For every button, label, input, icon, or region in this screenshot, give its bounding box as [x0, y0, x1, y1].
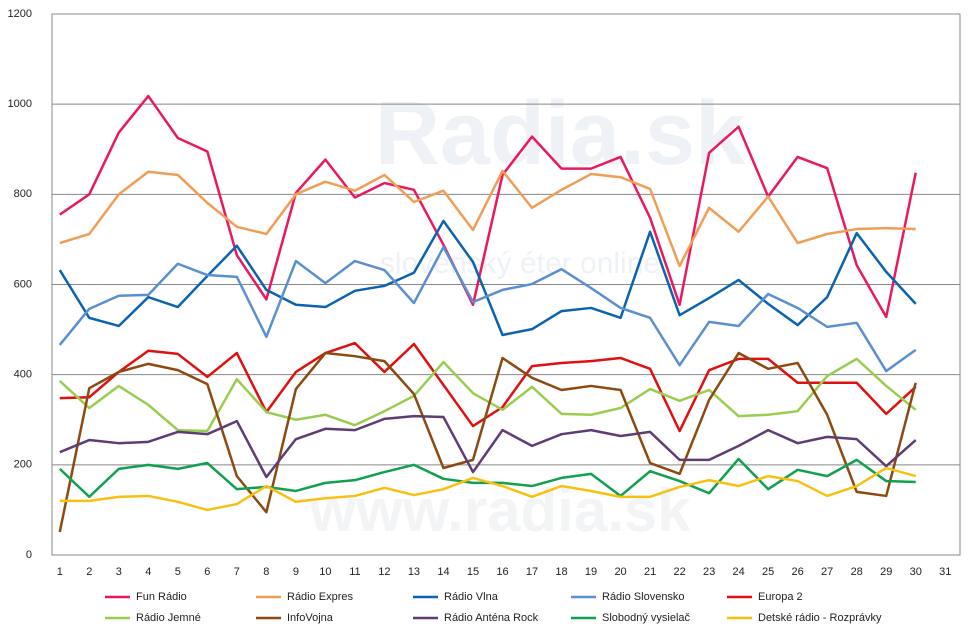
- x-tick-label: 31: [939, 566, 951, 578]
- x-tick-label: 26: [792, 566, 804, 578]
- y-tick-label: 600: [14, 278, 32, 290]
- series-line: [58, 219, 917, 337]
- series-line: [58, 357, 917, 433]
- y-tick-label: 400: [14, 369, 32, 381]
- legend-label: Rádio Anténa Rock: [444, 612, 539, 624]
- legend-label: Rádio Vlna: [444, 591, 499, 603]
- legend-label: Detské rádio - Rozprávky: [758, 612, 882, 624]
- x-tick-label: 9: [293, 566, 299, 578]
- y-tick-label: 800: [14, 188, 32, 200]
- legend-label: Europa 2: [758, 591, 803, 603]
- legend-label: Fun Rádio: [136, 591, 187, 603]
- x-tick-label: 4: [145, 566, 151, 578]
- y-tick-label: 1000: [8, 98, 32, 110]
- x-tick-label: 29: [880, 566, 892, 578]
- y-tick-label: 1200: [8, 8, 32, 20]
- legend-label: Rádio Slovensko: [602, 591, 685, 603]
- x-tick-label: 25: [762, 566, 774, 578]
- legend-label: InfoVojna: [287, 612, 334, 624]
- x-tick-label: 27: [821, 566, 833, 578]
- x-tick-label: 14: [437, 566, 449, 578]
- y-tick-label: 0: [26, 549, 32, 561]
- x-tick-label: 30: [910, 566, 922, 578]
- x-tick-label: 15: [467, 566, 479, 578]
- x-tick-label: 10: [319, 566, 331, 578]
- x-tick-label: 23: [703, 566, 715, 578]
- legend-label: Rádio Jemné: [136, 612, 201, 624]
- x-tick-label: 19: [585, 566, 597, 578]
- x-tick-label: 3: [116, 566, 122, 578]
- x-tick-label: 13: [408, 566, 420, 578]
- x-tick-label: 22: [673, 566, 685, 578]
- x-tick-label: 21: [644, 566, 656, 578]
- series-line: [58, 245, 917, 373]
- x-tick-label: 5: [175, 566, 181, 578]
- series-line: [59, 466, 917, 512]
- x-tick-label: 8: [263, 566, 269, 578]
- x-tick-label: 17: [526, 566, 538, 578]
- x-tick-label: 1: [57, 566, 63, 578]
- series-line: [59, 341, 917, 433]
- watermark-url: www.radia.sk: [308, 477, 691, 544]
- watermark-tagline: slovenský éter online: [380, 247, 660, 280]
- x-tick-label: 24: [733, 566, 745, 578]
- x-tick-label: 28: [851, 566, 863, 578]
- x-tick-label: 11: [349, 566, 360, 578]
- y-tick-label: 200: [14, 459, 32, 471]
- x-tick-label: 20: [614, 566, 626, 578]
- x-tick-label: 18: [555, 566, 567, 578]
- x-tick-label: 2: [86, 566, 92, 578]
- x-tick-label: 6: [204, 566, 210, 578]
- x-tick-label: 12: [378, 566, 390, 578]
- series-line: [59, 94, 917, 319]
- x-tick-label: 16: [496, 566, 508, 578]
- legend-label: Slobodný vysielač: [602, 612, 691, 624]
- series-line: [59, 169, 916, 268]
- legend-label: Rádio Expres: [287, 591, 354, 603]
- series-line: [58, 351, 917, 533]
- x-tick-label: 7: [234, 566, 240, 578]
- series-line: [59, 414, 917, 479]
